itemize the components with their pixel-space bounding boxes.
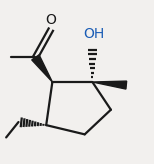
Polygon shape	[92, 81, 127, 89]
Polygon shape	[32, 55, 52, 82]
Text: O: O	[45, 13, 56, 27]
Text: OH: OH	[83, 27, 105, 41]
